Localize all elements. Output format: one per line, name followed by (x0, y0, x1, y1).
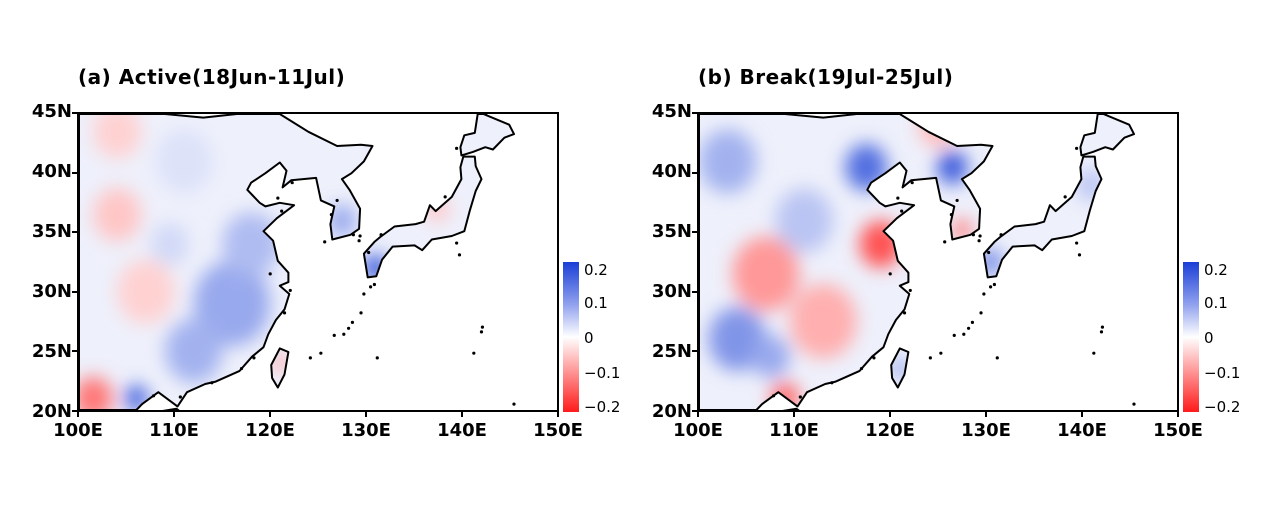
lon-tick (461, 412, 463, 417)
lon-label: 150E (533, 420, 583, 441)
lon-tick (1081, 412, 1083, 417)
lat-tick (692, 231, 697, 234)
lon-tick (77, 412, 79, 417)
lat-tick (72, 171, 77, 174)
lon-label: 150E (1153, 420, 1203, 441)
lon-tick (557, 412, 559, 417)
lat-label: 30N (31, 281, 72, 302)
lat-tick (72, 231, 77, 234)
small-islands (771, 146, 1136, 406)
negative-anomaly (93, 188, 142, 242)
colorbar-label: 0.1 (584, 294, 608, 312)
negative-anomaly (859, 220, 902, 268)
lon-tick (793, 412, 795, 417)
lon-tick (269, 412, 271, 417)
lat-tick (692, 171, 697, 174)
lon-label: 100E (53, 420, 103, 441)
panel-b: (b) Break(19Jul-25Jul) 45N 40N 35N 30N 2… (620, 0, 1260, 515)
positive-anomaly (150, 222, 189, 266)
lon-tick (697, 412, 699, 417)
lon-label: 110E (149, 420, 199, 441)
lat-tick (72, 410, 77, 412)
positive-anomaly (775, 188, 833, 253)
lat-label: 25N (31, 341, 72, 362)
lat-tick (72, 290, 77, 293)
lat-tick (72, 112, 77, 114)
colorbar-label: −0.1 (1204, 364, 1241, 382)
positive-anomaly (193, 260, 271, 347)
positive-anomaly (155, 129, 213, 194)
lon-label: 140E (1057, 420, 1107, 441)
map-panel-a (77, 112, 559, 412)
positive-anomaly (375, 128, 414, 171)
negative-anomaly (93, 114, 142, 159)
colorbar (1183, 262, 1199, 412)
lat-tick (72, 350, 77, 353)
colorbar-label: −0.1 (584, 364, 621, 382)
negative-anomaly (79, 376, 113, 410)
panel-a: (a) Active(18Jun-11Jul) 45N 40N 35N 30N … (31, 65, 621, 441)
lat-label: 20N (31, 401, 72, 422)
positive-anomaly (845, 143, 888, 191)
positive-anomaly (751, 335, 790, 379)
lat-label: 20N (651, 401, 692, 422)
lon-label: 130E (961, 420, 1011, 441)
lon-label: 140E (437, 420, 487, 441)
lat-label: 45N (651, 101, 692, 122)
positive-anomaly (222, 212, 280, 277)
lat-label: 40N (651, 161, 692, 182)
colorbar (563, 262, 579, 412)
colorbar-label: 0.1 (1204, 294, 1228, 312)
lat-tick (692, 350, 697, 353)
positive-anomaly (699, 129, 757, 194)
lat-tick (692, 410, 697, 412)
lat-label: 40N (31, 161, 72, 182)
lon-label: 130E (341, 420, 391, 441)
map-plot (699, 114, 1136, 410)
lat-label: 35N (31, 221, 72, 242)
lon-label: 110E (769, 420, 819, 441)
lat-label: 35N (651, 221, 692, 242)
lon-tick (985, 412, 987, 417)
positive-anomaly (327, 204, 357, 237)
lon-label: 120E (865, 420, 915, 441)
negative-anomaly (732, 236, 800, 312)
colorbar-label: 0.2 (584, 261, 608, 279)
negative-anomaly (117, 259, 175, 324)
positive-anomaly (165, 318, 223, 383)
lon-label: 100E (673, 420, 723, 441)
lon-label: 120E (245, 420, 295, 441)
positive-anomaly (124, 385, 148, 410)
colorbar-label: −0.2 (584, 398, 621, 416)
lat-label: 25N (651, 341, 692, 362)
lat-label: 45N (31, 101, 72, 122)
small-islands (151, 146, 516, 406)
anomaly-field (79, 114, 514, 410)
lon-tick (889, 412, 891, 417)
lon-tick (173, 412, 175, 417)
panel-title: (a) Active(18Jun-11Jul) (78, 65, 346, 89)
colorbar-label: 0 (584, 329, 594, 347)
negative-anomaly (272, 354, 288, 372)
lon-tick (1177, 412, 1179, 417)
colorbar-label: 0.2 (1204, 261, 1228, 279)
map-panel-b (697, 112, 1179, 412)
map-plot (79, 114, 516, 410)
lon-tick (365, 412, 367, 417)
lat-label: 30N (651, 281, 692, 302)
positive-anomaly (708, 306, 766, 371)
anomaly-field (699, 114, 1134, 410)
lat-tick (692, 290, 697, 293)
positive-anomaly (937, 150, 968, 185)
colorbar-label: −0.2 (1204, 398, 1241, 416)
panel-title: (b) Break(19Jul-25Jul) (698, 65, 954, 89)
negative-anomaly (789, 283, 857, 359)
colorbar-label: 0 (1204, 329, 1214, 347)
lat-tick (692, 112, 697, 114)
positive-anomaly (892, 360, 908, 378)
